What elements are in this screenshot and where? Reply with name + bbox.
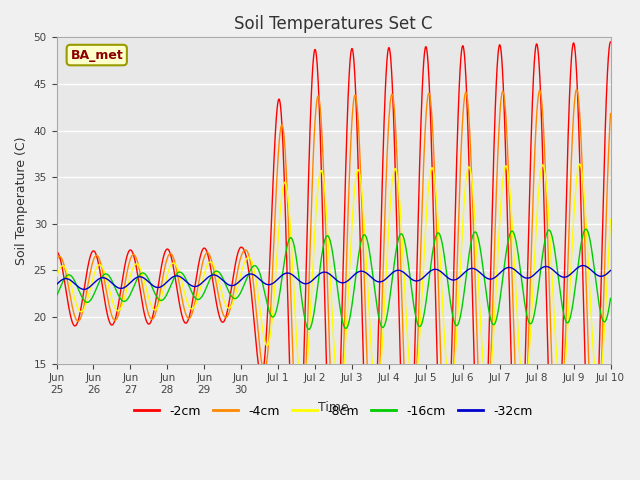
Legend: -2cm, -4cm, -8cm, -16cm, -32cm: -2cm, -4cm, -8cm, -16cm, -32cm [129,400,538,423]
Title: Soil Temperatures Set C: Soil Temperatures Set C [234,15,433,33]
Text: BA_met: BA_met [70,48,123,61]
Y-axis label: Soil Temperature (C): Soil Temperature (C) [15,136,28,265]
X-axis label: Time: Time [318,401,349,414]
